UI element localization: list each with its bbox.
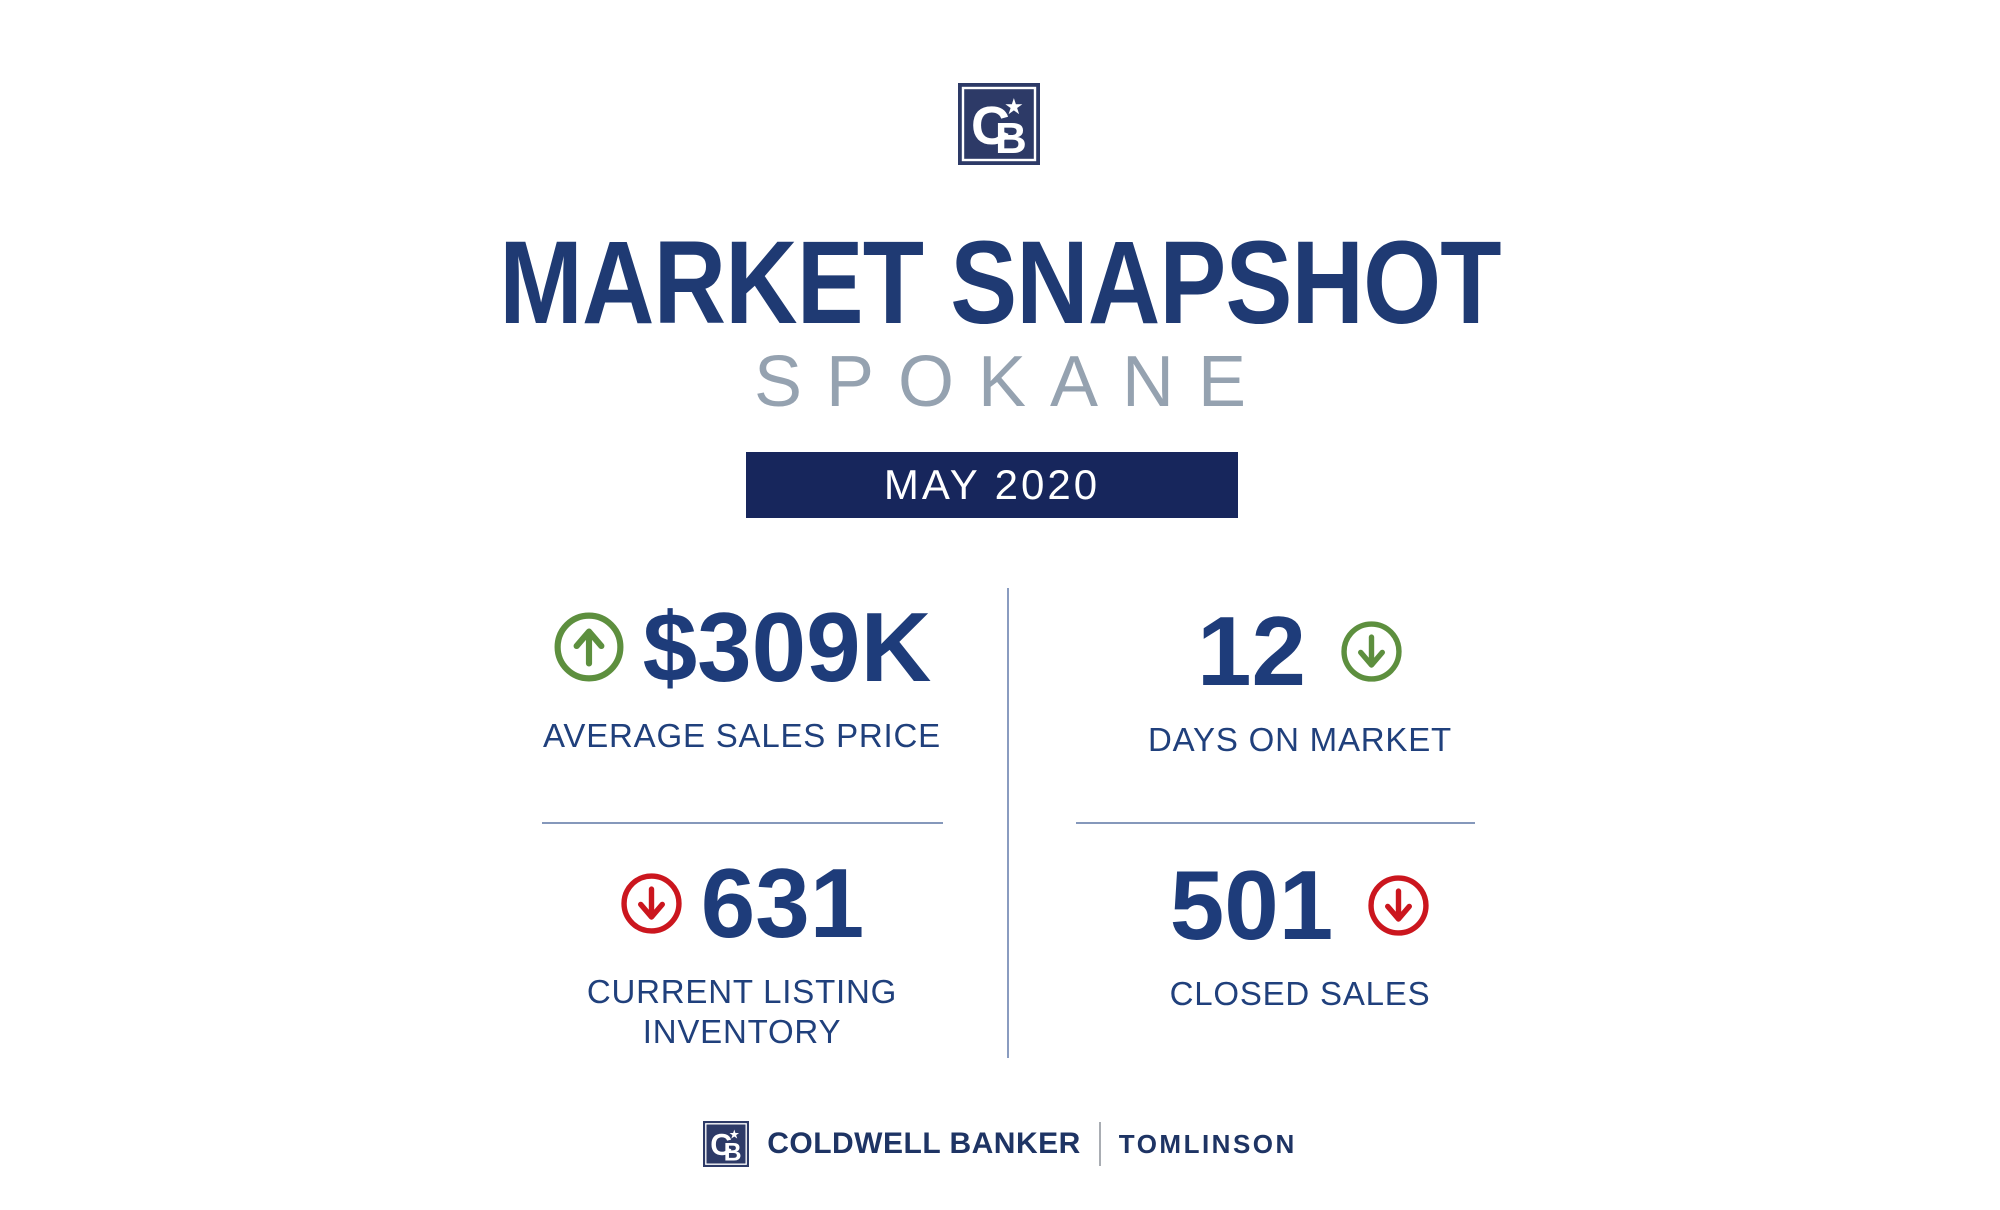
stat-label: AVERAGE SALES PRICE	[543, 717, 941, 754]
circle-arrow-up-icon	[554, 612, 624, 682]
circle-arrow-down-icon	[1341, 620, 1402, 682]
page-title: MARKET SNAPSHOT	[499, 217, 1501, 349]
stat-value: 501	[1169, 850, 1334, 960]
period-label: MAY 2020	[883, 461, 1101, 508]
footer-brand-name: COLDWELL BANKER	[767, 1127, 1081, 1160]
stat-days-on-market: 12 DAYS ON MARKET	[1020, 602, 1580, 760]
horizontal-divider-right	[1076, 822, 1475, 824]
subtitle-city-text: SPOKANE	[753, 342, 1271, 422]
stat-label: CURRENT LISTING INVENTORY	[586, 973, 898, 1051]
coldwell-banker-logo-icon	[958, 83, 1040, 165]
stat-average-sales-price: $309K AVERAGE SALES PRICE	[442, 598, 1042, 756]
circle-arrow-down-icon	[1368, 874, 1429, 936]
footer-divider	[1098, 1122, 1101, 1166]
stat-value: 631	[700, 848, 865, 958]
horizontal-divider-left	[542, 822, 943, 824]
stat-value: 12	[1196, 596, 1306, 706]
stat-closed-sales: 501 CLOSED SALES	[1020, 856, 1580, 1014]
coldwell-banker-logo-icon	[703, 1121, 750, 1167]
stat-value: $309K	[642, 592, 932, 702]
footer-brandbar: COLDWELL BANKER TOMLINSON	[0, 1120, 2000, 1168]
footer-franchise-name: TOMLINSON	[1118, 1129, 1297, 1159]
stat-label: CLOSED SALES	[1169, 975, 1431, 1012]
stat-label: DAYS ON MARKET	[1148, 721, 1452, 758]
circle-arrow-down-icon	[621, 872, 682, 934]
subtitle-city: SPOKANE	[0, 346, 2000, 418]
stat-current-listing-inventory: 631 CURRENT LISTING INVENTORY	[442, 854, 1042, 1053]
period-banner: MAY 2020	[746, 452, 1238, 518]
vertical-divider	[1007, 588, 1009, 1058]
